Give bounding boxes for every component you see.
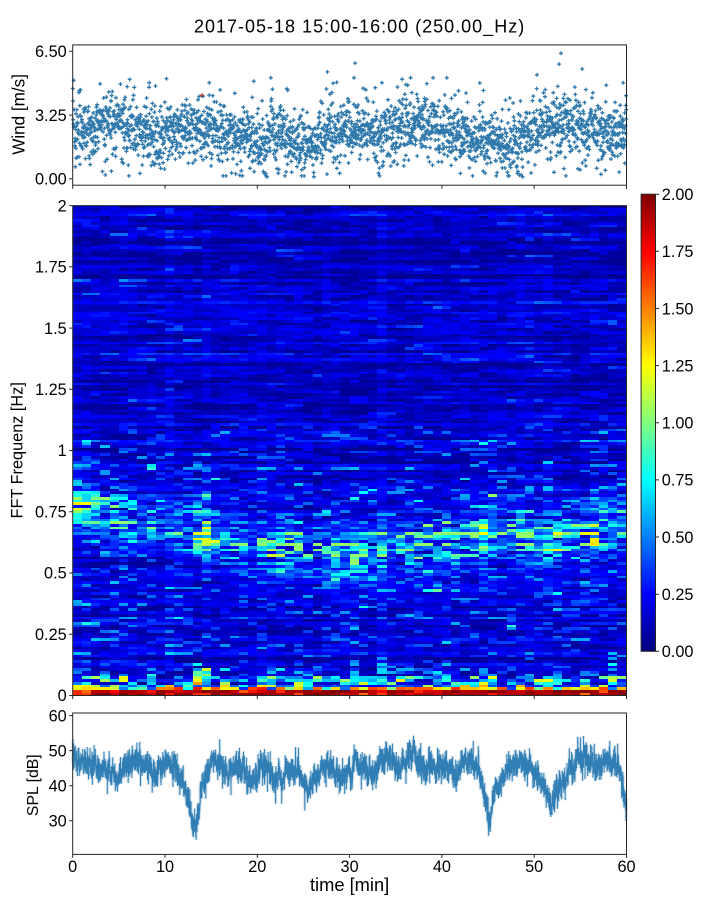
svg-text:60: 60 [617,858,635,876]
svg-text:60: 60 [49,707,67,725]
svg-text:2017-05-18 15:00-16:00 (250.00: 2017-05-18 15:00-16:00 (250.00_Hz) [194,16,525,37]
svg-text:0: 0 [58,687,67,705]
svg-text:Wind [m/s]: Wind [m/s] [10,74,29,155]
svg-text:50: 50 [49,742,67,760]
svg-text:50: 50 [525,858,543,876]
svg-text:40: 40 [49,777,67,795]
svg-text:0.50: 0.50 [662,529,694,547]
svg-text:0.00: 0.00 [662,643,694,661]
svg-text:0.25: 0.25 [662,586,694,604]
svg-text:0.5: 0.5 [44,565,67,583]
svg-text:0.75: 0.75 [662,472,694,490]
svg-text:1.25: 1.25 [35,381,67,399]
svg-text:0.25: 0.25 [35,626,67,644]
svg-text:6.50: 6.50 [35,43,67,61]
svg-text:FFT Frequenz [Hz]: FFT Frequenz [Hz] [9,382,27,518]
svg-text:0.75: 0.75 [35,504,67,522]
svg-text:40: 40 [433,858,451,876]
svg-text:1.75: 1.75 [662,243,694,261]
svg-text:0.00: 0.00 [35,171,67,189]
svg-text:30: 30 [49,812,67,830]
svg-text:1: 1 [58,442,67,460]
svg-text:30: 30 [341,858,359,876]
svg-text:3.25: 3.25 [35,107,67,125]
svg-text:1.50: 1.50 [662,300,694,318]
svg-text:1.00: 1.00 [662,415,694,433]
svg-text:0: 0 [68,858,77,876]
svg-text:2: 2 [58,197,67,215]
svg-text:time [min]: time [min] [310,874,389,895]
svg-text:1.25: 1.25 [662,357,694,375]
svg-text:SPL [dB]: SPL [dB] [25,754,42,816]
svg-text:20: 20 [248,858,266,876]
svg-text:1.75: 1.75 [35,259,67,277]
svg-text:2.00: 2.00 [662,186,694,204]
svg-text:1.5: 1.5 [44,320,67,338]
svg-text:10: 10 [156,858,174,876]
